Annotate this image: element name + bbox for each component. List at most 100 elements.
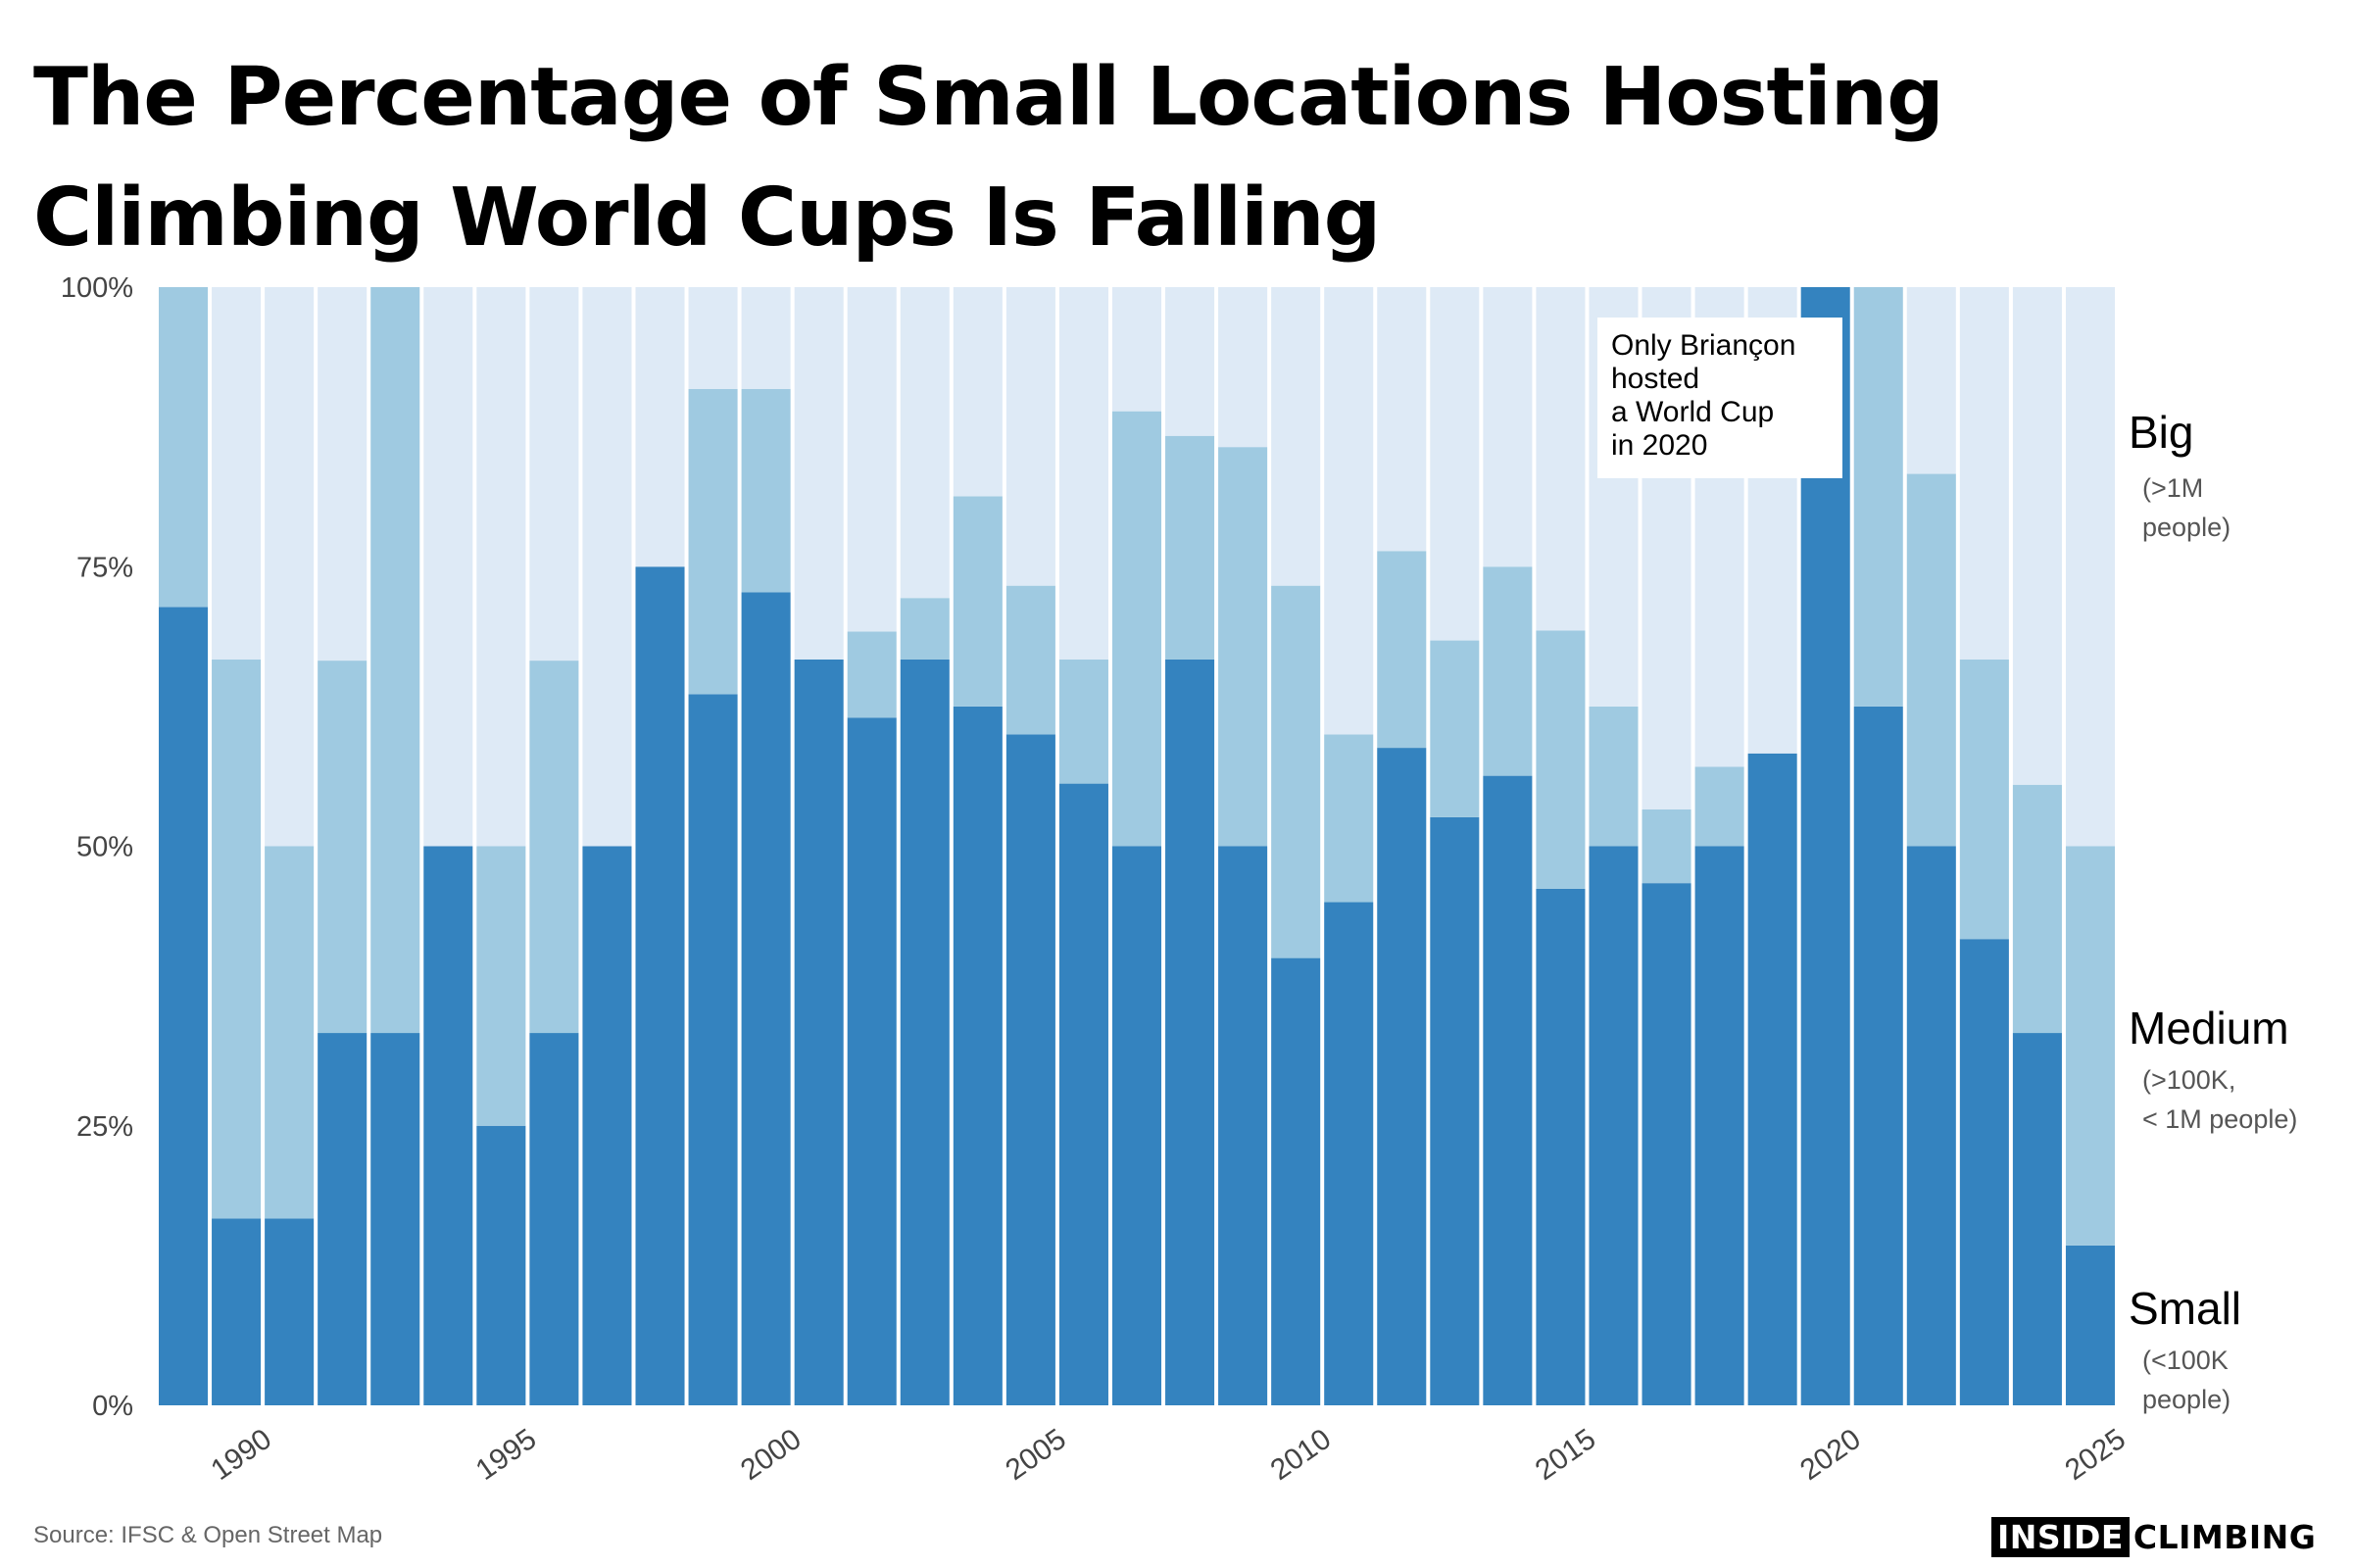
bar-small-1997 bbox=[582, 846, 632, 1405]
bar-small-2019 bbox=[1747, 753, 1797, 1405]
bar-small-2025 bbox=[2065, 1245, 2115, 1405]
bar-big-2013 bbox=[1430, 287, 1480, 641]
bar-big-2014 bbox=[1483, 287, 1533, 567]
y-axis: 0% 25% 50% 75% 100% bbox=[61, 272, 133, 1422]
x-tick-label: 2020 bbox=[1794, 1423, 1867, 1487]
bar-small-2010 bbox=[1271, 957, 1321, 1405]
bar-medium-2004 bbox=[953, 496, 1003, 707]
bar-medium-2000 bbox=[741, 388, 791, 593]
bar-small-2014 bbox=[1483, 775, 1533, 1405]
bar-medium-2014 bbox=[1483, 566, 1533, 776]
bar-small-2013 bbox=[1430, 816, 1480, 1405]
bar-big-2002 bbox=[847, 287, 897, 632]
bar-small-1991 bbox=[265, 1218, 315, 1405]
bar-medium-1992 bbox=[318, 661, 368, 1034]
bar-medium-1990 bbox=[212, 659, 262, 1219]
bar-big-2010 bbox=[1271, 287, 1321, 586]
bar-big-2011 bbox=[1324, 287, 1374, 735]
y-tick-label: 0% bbox=[92, 1391, 133, 1422]
bar-medium-2016 bbox=[1589, 706, 1639, 847]
bar-big-2000 bbox=[741, 287, 791, 389]
bar-medium-2013 bbox=[1430, 640, 1480, 817]
bar-medium-1991 bbox=[265, 846, 315, 1219]
bar-big-1992 bbox=[318, 287, 368, 662]
y-tick-label: 100% bbox=[61, 272, 133, 304]
bar-medium-2009 bbox=[1218, 447, 1268, 847]
x-tick-label: 2025 bbox=[2059, 1423, 2132, 1487]
bar-small-2021 bbox=[1853, 706, 1903, 1406]
bar-big-1996 bbox=[529, 287, 579, 662]
y-tick-label: 50% bbox=[76, 832, 133, 863]
bar-medium-2003 bbox=[900, 598, 950, 660]
bar-big-2003 bbox=[900, 287, 950, 599]
x-axis: 1990 1995 2000 2005 2010 2015 2020 2025 bbox=[205, 1423, 2132, 1487]
x-tick-label: 2000 bbox=[735, 1423, 808, 1487]
bar-big-2023 bbox=[1959, 287, 2009, 660]
bar-medium-2023 bbox=[1959, 659, 2009, 940]
bar-small-2011 bbox=[1324, 902, 1374, 1405]
bar-medium-2015 bbox=[1536, 630, 1586, 889]
bar-big-1991 bbox=[265, 287, 315, 847]
bar-small-1995 bbox=[476, 1125, 526, 1405]
bar-medium-2025 bbox=[2065, 846, 2115, 1246]
legend-medium-label: Medium bbox=[2129, 1003, 2289, 1054]
bar-small-2006 bbox=[1058, 783, 1108, 1405]
bar-medium-2007 bbox=[1111, 411, 1162, 847]
bar-big-2001 bbox=[794, 287, 844, 660]
bar-small-2003 bbox=[900, 659, 950, 1405]
bar-medium-1995 bbox=[476, 846, 526, 1126]
bar-medium-2024 bbox=[2012, 784, 2062, 1034]
bar-big-2005 bbox=[1005, 287, 1055, 586]
bar-medium-1989 bbox=[159, 287, 209, 608]
bar-big-1995 bbox=[476, 287, 526, 847]
bar-small-2018 bbox=[1694, 846, 1744, 1405]
brand-logo: INSIDE CLIMBING bbox=[1991, 1517, 2316, 1557]
bar-medium-1996 bbox=[529, 661, 579, 1034]
bar-medium-1999 bbox=[688, 388, 738, 695]
bar-big-2007 bbox=[1111, 287, 1162, 412]
bar-medium-2005 bbox=[1005, 585, 1055, 735]
bar-medium-2021 bbox=[1853, 287, 1903, 707]
x-tick-label: 2005 bbox=[1000, 1423, 1072, 1487]
x-tick-label: 2010 bbox=[1265, 1423, 1338, 1487]
bar-big-1990 bbox=[212, 287, 262, 660]
x-tick-label: 1995 bbox=[470, 1423, 543, 1487]
bar-small-2017 bbox=[1642, 883, 1691, 1405]
bar-medium-2008 bbox=[1165, 435, 1215, 660]
bar-small-2012 bbox=[1377, 748, 1427, 1405]
bar-medium-2018 bbox=[1694, 766, 1744, 847]
bar-small-2015 bbox=[1536, 888, 1586, 1405]
bar-small-1998 bbox=[635, 566, 685, 1405]
bar-big-1994 bbox=[423, 287, 473, 847]
bar-small-2001 bbox=[794, 659, 844, 1405]
legend-big-label: Big bbox=[2129, 407, 2194, 458]
logo-inside: INSIDE bbox=[1991, 1517, 2130, 1557]
bar-small-1994 bbox=[423, 846, 473, 1405]
bar-small-1989 bbox=[159, 607, 209, 1405]
bar-small-2004 bbox=[953, 706, 1003, 1406]
bar-big-2022 bbox=[1906, 287, 1956, 474]
bar-medium-2006 bbox=[1058, 659, 1108, 784]
bar-small-1992 bbox=[318, 1033, 368, 1405]
y-tick-label: 75% bbox=[76, 552, 133, 583]
bar-big-2012 bbox=[1377, 287, 1427, 552]
logo-climbing: CLIMBING bbox=[2132, 1518, 2317, 1556]
x-tick-label: 2015 bbox=[1530, 1423, 1602, 1487]
legend-medium-sub: (>100K, < 1M people) bbox=[2142, 1065, 2298, 1134]
source-note: Source: IFSC & Open Street Map bbox=[33, 1522, 383, 1548]
bar-big-1998 bbox=[635, 287, 685, 567]
bar-small-1990 bbox=[212, 1218, 262, 1405]
bar-small-1993 bbox=[370, 1033, 420, 1405]
bar-small-1996 bbox=[529, 1033, 579, 1405]
bar-big-2015 bbox=[1536, 287, 1586, 631]
bar-big-2006 bbox=[1058, 287, 1108, 660]
bars-group bbox=[159, 287, 2115, 1406]
bar-small-2008 bbox=[1165, 659, 1215, 1405]
bar-medium-2012 bbox=[1377, 551, 1427, 749]
bar-medium-2022 bbox=[1906, 473, 1956, 847]
bar-big-2004 bbox=[953, 287, 1003, 497]
bar-small-2009 bbox=[1218, 846, 1268, 1405]
bar-medium-2017 bbox=[1642, 808, 1691, 884]
legend-small-label: Small bbox=[2129, 1283, 2242, 1334]
